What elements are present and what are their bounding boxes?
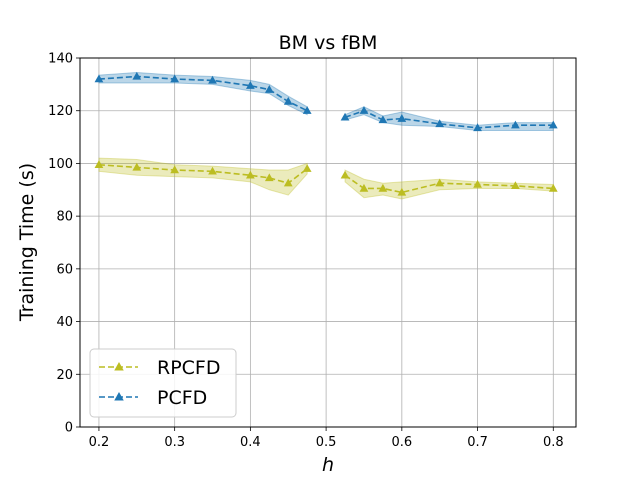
rpcfd-point — [208, 166, 217, 175]
pcfd-point — [132, 71, 142, 80]
legend-rpcfd-label: RPCFD — [157, 357, 221, 379]
pcfd-band — [98, 71, 308, 116]
y-tick-label: 40 — [56, 315, 73, 330]
plot-frame — [79, 57, 577, 428]
rpcfd-point — [94, 160, 104, 168]
rpcfd-point — [283, 178, 293, 187]
rpcfd-point — [511, 181, 520, 190]
pcfd-point — [208, 75, 217, 84]
pcfd-point — [473, 123, 482, 132]
pcfd-point — [283, 96, 293, 105]
rpcfd-point — [302, 164, 312, 172]
x-tick-label: 0.8 — [543, 435, 564, 450]
rpcfd-point — [132, 162, 142, 171]
x-tick-label: 0.2 — [89, 435, 110, 450]
rpcfd-band — [98, 157, 308, 196]
rpcfd-point — [397, 187, 407, 196]
axis-ticks: 0.2 0.3 0.4 0.5 0.6 0.7 0.8 0 20 40 60 80 100 120 140 — [48, 52, 563, 451]
rpcfd-point — [340, 170, 350, 179]
rpcfd-point — [264, 173, 274, 182]
legend: RPCFD PCFD — [89, 348, 237, 418]
pcfd-point — [378, 115, 388, 124]
pcfd-point — [511, 120, 520, 129]
legend-box — [89, 348, 237, 418]
pcfd-point — [548, 120, 558, 129]
rpcfd-point — [378, 183, 388, 192]
rpcfd-point — [170, 165, 180, 174]
pcfd-point — [397, 114, 407, 122]
pcfd-point — [359, 106, 369, 114]
pcfd-point — [302, 106, 312, 114]
pcfd-point — [340, 112, 350, 121]
pcfd-line — [98, 75, 308, 112]
pcfd-point — [264, 85, 274, 93]
series-markers — [94, 71, 558, 196]
y-tick-label: 60 — [56, 262, 73, 277]
pcfd-band — [344, 106, 554, 131]
pcfd-point — [435, 119, 445, 128]
y-tick-label: 0 — [65, 421, 73, 436]
rpcfd-point — [548, 183, 558, 192]
rpcfd-point — [473, 179, 482, 188]
pcfd-point — [246, 81, 255, 89]
y-tick-label: 80 — [56, 210, 73, 225]
x-axis-label: h — [322, 454, 334, 476]
y-tick-label: 140 — [48, 52, 73, 67]
rpcfd-point — [246, 170, 255, 179]
legend-pcfd-marker — [114, 392, 124, 401]
rpcfd-point — [435, 178, 445, 187]
y-axis-label: Training Time (s) — [16, 163, 38, 322]
pcfd-point — [170, 74, 180, 83]
y-tick-label: 100 — [48, 157, 73, 172]
x-tick-label: 0.3 — [164, 435, 185, 450]
pcfd-point — [94, 74, 104, 83]
x-tick-label: 0.6 — [391, 435, 412, 450]
x-tick-label: 0.5 — [316, 435, 337, 450]
legend-pcfd-label: PCFD — [157, 387, 207, 409]
y-tick-label: 120 — [48, 104, 73, 119]
y-tick-label: 20 — [56, 368, 73, 383]
x-tick-label: 0.4 — [240, 435, 261, 450]
x-tick-label: 0.7 — [467, 435, 488, 450]
legend-rpcfd-marker — [114, 362, 124, 371]
chart-title: BM vs fBM — [279, 32, 378, 54]
rpcfd-point — [359, 183, 369, 192]
